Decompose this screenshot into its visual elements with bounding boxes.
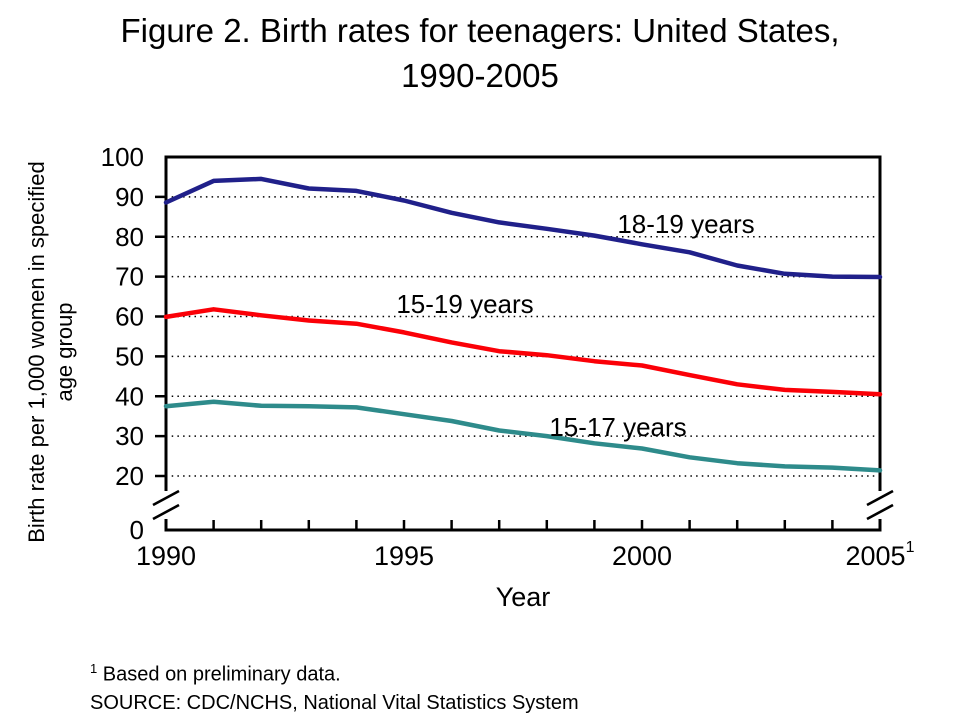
series-label-18-19-years: 18-19 years: [617, 209, 754, 239]
series-label-15-19-years: 15-19 years: [396, 289, 533, 319]
series-line-15-19-years: [163, 307, 883, 397]
y-tick-label: 40: [115, 381, 144, 411]
y-tick-label: 30: [115, 421, 144, 451]
series-line-18-19-years: [163, 176, 883, 280]
series-label-15-17-years: 15-17 years: [549, 412, 686, 442]
y-tick-label: 80: [115, 222, 144, 252]
chart-title: Figure 2. Birth rates for teenagers: Uni…: [0, 8, 960, 98]
footnote-text: Based on preliminary data.: [102, 663, 341, 686]
axis-break-slash: [866, 503, 894, 521]
chart-title-line1: Figure 2. Birth rates for teenagers: Uni…: [120, 12, 840, 49]
footnote-block: 1 Based on preliminary data. SOURCE: CDC…: [90, 655, 579, 717]
x-axis-title: Year: [496, 582, 551, 612]
footnote-marker: 1: [90, 661, 98, 676]
y-tick-label: 20: [115, 461, 144, 491]
x-tick-label: 20051: [846, 539, 915, 571]
series-line-15-17-years: [163, 399, 883, 473]
y-tick-label: 60: [115, 302, 144, 332]
y-tick-label: 90: [115, 182, 144, 212]
x-tick-label: 1990: [136, 541, 196, 571]
y-tick-label-zero: 0: [130, 515, 144, 545]
axis-break-slash: [152, 489, 180, 507]
y-tick-label: 50: [115, 341, 144, 371]
x-tick-label: 2000: [612, 541, 672, 571]
chart-title-line2: 1990-2005: [401, 57, 559, 94]
source-note: SOURCE: CDC/NCHS, National Vital Statist…: [90, 691, 579, 714]
x-tick-label: 1995: [374, 541, 434, 571]
axis-break-slash: [866, 489, 894, 507]
y-tick-label: 100: [101, 142, 144, 172]
y-tick-label: 70: [115, 262, 144, 292]
footnote: 1 Based on preliminary data.: [90, 655, 579, 689]
axis-break-slash: [152, 503, 180, 521]
plot-frame: [164, 155, 882, 532]
